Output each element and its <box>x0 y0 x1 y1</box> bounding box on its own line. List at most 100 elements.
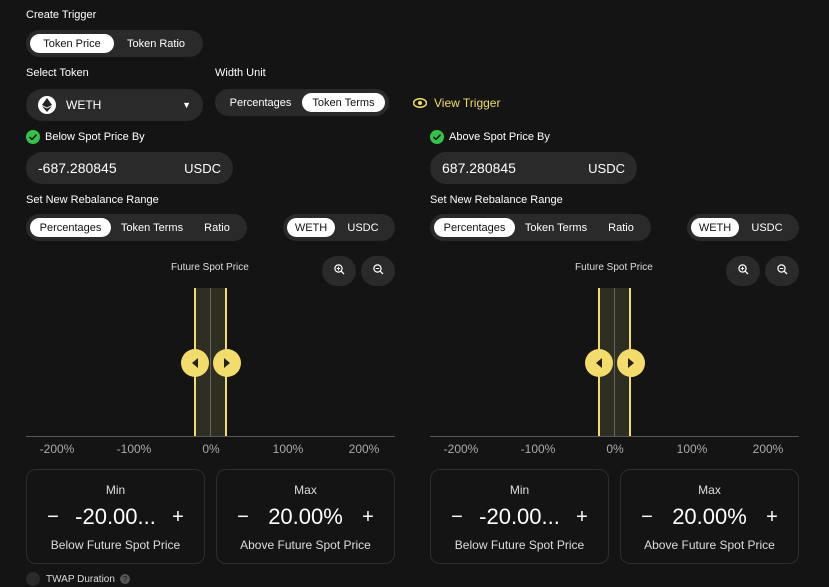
above-spot-value: 687.280845 <box>442 160 516 176</box>
tab-left-ratio[interactable]: Ratio <box>204 221 230 234</box>
left-future-spot-label: Future Spot Price <box>171 262 249 273</box>
right-spot-line <box>614 288 615 436</box>
max-title: Max <box>294 483 317 497</box>
zoom-out-icon <box>372 262 384 280</box>
tab-right-weth[interactable]: WETH <box>691 218 739 237</box>
right-max-decrement-button[interactable]: − <box>641 506 653 528</box>
zoom-in-icon <box>737 262 749 280</box>
trigger-type-toggle: Token Price Token Ratio <box>26 30 203 57</box>
right-zoom-in-button[interactable] <box>726 256 760 286</box>
below-spot-input[interactable]: -687.280845 USDC <box>26 152 233 184</box>
right-min-card: Min − -20.00... + Below Future Spot Pric… <box>430 469 609 564</box>
help-icon[interactable]: ? <box>119 574 130 584</box>
left-max-handle[interactable] <box>213 349 241 377</box>
right-max-value[interactable]: 20.00% <box>672 504 747 529</box>
left-zoom-in-button[interactable] <box>322 256 356 286</box>
right-range-chart <box>430 288 799 438</box>
chevron-left-icon <box>192 358 198 368</box>
below-spot-unit: USDC <box>184 160 221 176</box>
tab-right-token-terms[interactable]: Token Terms <box>524 221 588 234</box>
min-subtitle: Below Future Spot Price <box>50 538 181 552</box>
zoom-in-icon <box>333 262 345 280</box>
zoom-out-icon <box>776 262 788 280</box>
right-min-value[interactable]: -20.00... <box>479 504 560 529</box>
tab-token-terms[interactable]: Token Terms <box>302 93 385 112</box>
max-subtitle: Above Future Spot Price <box>644 538 775 552</box>
right-zoom-out-button[interactable] <box>765 256 799 286</box>
above-spot-input[interactable]: 687.280845 USDC <box>430 152 637 184</box>
caret-down-icon: ▼ <box>182 100 191 110</box>
above-spot-check-row[interactable]: Above Spot Price By <box>430 130 550 144</box>
create-trigger-heading: Create Trigger <box>26 9 97 21</box>
left-max-decrement-button[interactable]: − <box>237 506 249 528</box>
token-select[interactable]: WETH ▼ <box>26 89 203 121</box>
left-min-value[interactable]: -20.00... <box>75 504 156 529</box>
left-min-increment-button[interactable]: + <box>172 506 184 528</box>
right-min-increment-button[interactable]: + <box>576 506 588 528</box>
left-rebalance-heading: Set New Rebalance Range <box>26 194 159 206</box>
left-min-decrement-button[interactable]: − <box>47 506 59 528</box>
left-spot-line <box>210 288 211 436</box>
above-spot-label: Above Spot Price By <box>449 131 550 143</box>
left-zoom-out-button[interactable] <box>361 256 395 286</box>
max-title: Max <box>698 483 721 497</box>
tab-right-ratio[interactable]: Ratio <box>608 221 634 234</box>
chevron-right-icon <box>628 358 634 368</box>
right-tick: 200% <box>752 442 784 456</box>
chevron-left-icon <box>596 358 602 368</box>
above-spot-unit: USDC <box>588 160 625 176</box>
left-max-value[interactable]: 20.00% <box>268 504 343 529</box>
chevron-right-icon <box>224 358 230 368</box>
right-max-increment-button[interactable]: + <box>766 506 778 528</box>
right-tick: -200% <box>443 442 479 456</box>
tab-token-ratio[interactable]: Token Ratio <box>126 37 186 50</box>
below-spot-value: -687.280845 <box>38 160 117 176</box>
below-spot-check-row[interactable]: Below Spot Price By <box>26 130 145 144</box>
left-tick: -200% <box>39 442 75 456</box>
right-max-handle[interactable] <box>617 349 645 377</box>
left-tick: -100% <box>116 442 152 456</box>
right-tick: 100% <box>676 442 708 456</box>
tab-right-usdc[interactable]: USDC <box>751 221 783 234</box>
tab-left-usdc[interactable]: USDC <box>347 221 379 234</box>
left-max-increment-button[interactable]: + <box>362 506 374 528</box>
min-subtitle: Below Future Spot Price <box>454 538 585 552</box>
min-title: Min <box>105 483 126 497</box>
tab-left-weth[interactable]: WETH <box>287 218 335 237</box>
tab-token-price[interactable]: Token Price <box>30 34 114 53</box>
width-unit-toggle: Percentages Token Terms <box>215 89 389 116</box>
twap-row: TWAP Duration ? <box>26 572 130 586</box>
tab-left-percentages[interactable]: Percentages <box>30 218 111 237</box>
view-trigger-button[interactable]: View Trigger <box>413 96 500 110</box>
left-min-card: Min − -20.00... + Below Future Spot Pric… <box>26 469 205 564</box>
tab-left-token-terms[interactable]: Token Terms <box>120 221 184 234</box>
left-tick: 200% <box>348 442 380 456</box>
twap-toggle[interactable] <box>26 572 40 586</box>
right-future-spot-label: Future Spot Price <box>575 262 653 273</box>
tab-right-percentages[interactable]: Percentages <box>434 218 515 237</box>
left-range-unit-toggle: Percentages Token Terms Ratio <box>26 214 247 241</box>
twap-label: TWAP Duration <box>46 573 115 585</box>
right-min-handle[interactable] <box>585 349 613 377</box>
right-max-card: Max − 20.00% + Above Future Spot Price <box>620 469 799 564</box>
checkmark-icon <box>26 130 40 144</box>
max-subtitle: Above Future Spot Price <box>240 538 371 552</box>
token-select-value: WETH <box>66 98 102 112</box>
left-tick: 0% <box>202 442 220 456</box>
left-max-card: Max − 20.00% + Above Future Spot Price <box>216 469 395 564</box>
checkmark-icon <box>430 130 444 144</box>
tab-percentages[interactable]: Percentages <box>229 96 292 109</box>
right-min-decrement-button[interactable]: − <box>451 506 463 528</box>
eye-icon <box>413 98 427 108</box>
left-range-chart <box>26 288 395 438</box>
right-axis-line <box>430 436 799 437</box>
right-token-toggle: WETH USDC <box>687 214 799 241</box>
right-tick: -100% <box>520 442 556 456</box>
below-spot-label: Below Spot Price By <box>45 131 145 143</box>
left-min-handle[interactable] <box>181 349 209 377</box>
right-tick: 0% <box>606 442 624 456</box>
left-tick: 100% <box>272 442 304 456</box>
left-token-toggle: WETH USDC <box>283 214 395 241</box>
left-axis-line <box>26 436 395 437</box>
right-rebalance-heading: Set New Rebalance Range <box>430 194 563 206</box>
